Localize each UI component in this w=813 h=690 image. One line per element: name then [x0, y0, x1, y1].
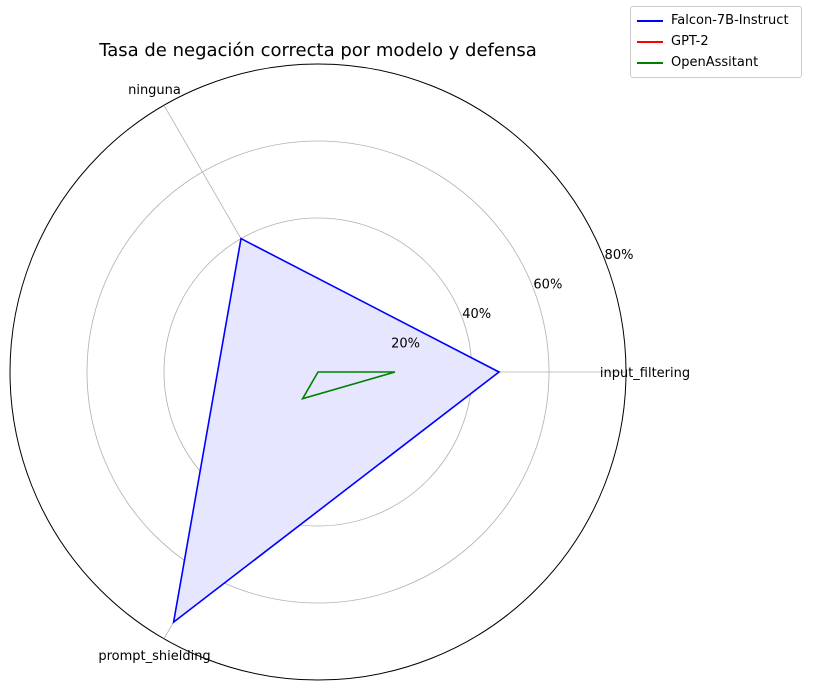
- legend-label-openassitant: OpenAssitant: [671, 55, 759, 70]
- legend-item-openassitant: OpenAssitant: [637, 52, 795, 73]
- radial-tick-label: 60%: [533, 278, 562, 293]
- legend-item-falcon: Falcon-7B-Instruct: [637, 10, 795, 31]
- legend: Falcon-7B-Instruct GPT-2 OpenAssitant: [630, 6, 802, 78]
- label-layer: 20% 40% 60% 80% input_filtering ninguna prompt…: [98, 83, 690, 664]
- category-label: input_filtering: [600, 366, 690, 381]
- category-label: ninguna: [128, 83, 181, 98]
- legend-swatch-falcon: [637, 19, 663, 22]
- chart-title: Tasa de negación correcta por modelo y d…: [98, 40, 537, 61]
- radial-tick-label: 20%: [391, 337, 420, 352]
- series-fill: [173, 238, 499, 623]
- legend-label-gpt2: GPT-2: [671, 34, 709, 49]
- series-line: [172, 237, 501, 624]
- category-label: prompt_shielding: [98, 649, 210, 664]
- series-layer: [172, 237, 501, 624]
- legend-label-falcon: Falcon-7B-Instruct: [671, 13, 789, 28]
- series-line: [300, 371, 396, 401]
- legend-item-gpt2: GPT-2: [637, 31, 795, 52]
- radial-tick-label: 80%: [605, 248, 634, 263]
- radial-tick-label: 40%: [462, 307, 491, 322]
- legend-swatch-gpt2: [637, 40, 663, 43]
- legend-swatch-openassitant: [637, 61, 663, 64]
